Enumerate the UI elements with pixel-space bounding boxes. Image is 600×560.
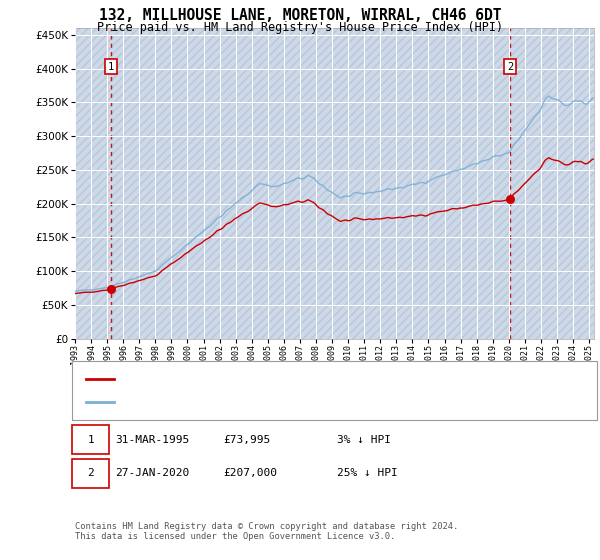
Text: Contains HM Land Registry data © Crown copyright and database right 2024.
This d: Contains HM Land Registry data © Crown c… (75, 522, 458, 542)
Text: 27-JAN-2020: 27-JAN-2020 (115, 468, 190, 478)
Text: 1: 1 (87, 435, 94, 445)
Text: 25% ↓ HPI: 25% ↓ HPI (337, 468, 398, 478)
Text: 2: 2 (87, 468, 94, 478)
Text: 2: 2 (507, 62, 513, 72)
Point (505, 194, 515, 203)
Point (106, 284, 116, 293)
Text: 132, MILLHOUSE LANE, MORETON, WIRRAL, CH46 6DT: 132, MILLHOUSE LANE, MORETON, WIRRAL, CH… (99, 8, 501, 24)
Text: HPI: Average price, detached house, Wirral: HPI: Average price, detached house, Wirr… (120, 397, 372, 407)
Text: 31-MAR-1995: 31-MAR-1995 (115, 435, 190, 445)
Text: 132, MILLHOUSE LANE, MORETON, WIRRAL, CH46 6DT (detached house): 132, MILLHOUSE LANE, MORETON, WIRRAL, CH… (120, 374, 498, 384)
Text: £207,000: £207,000 (223, 468, 277, 478)
Text: Price paid vs. HM Land Registry's House Price Index (HPI): Price paid vs. HM Land Registry's House … (97, 21, 503, 34)
Text: 1: 1 (108, 62, 114, 72)
Text: 3% ↓ HPI: 3% ↓ HPI (337, 435, 391, 445)
Text: £73,995: £73,995 (223, 435, 271, 445)
